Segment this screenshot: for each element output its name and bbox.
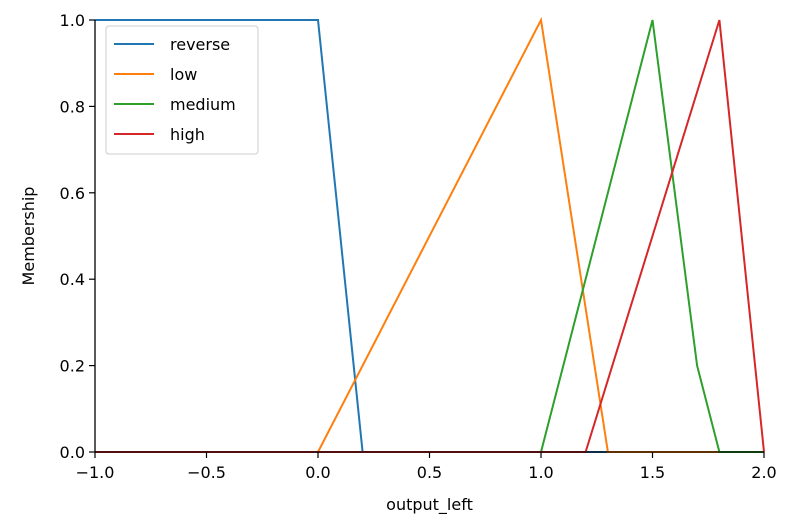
y-tick-label: 0.2	[60, 357, 85, 376]
x-tick-label: −1.0	[76, 463, 115, 482]
x-tick-label: 0.5	[417, 463, 442, 482]
y-tick-label: 0.6	[60, 184, 85, 203]
y-tick-label: 0.8	[60, 97, 85, 116]
y-axis-label: Membership	[19, 187, 38, 286]
x-tick-label: 0.0	[305, 463, 330, 482]
legend-label-high: high	[170, 125, 205, 144]
y-tick-label: 0.0	[60, 443, 85, 462]
legend-label-low: low	[170, 65, 197, 84]
legend-label-reverse: reverse	[170, 35, 230, 54]
x-tick-label: −0.5	[187, 463, 226, 482]
x-tick-label: 1.0	[528, 463, 553, 482]
x-tick-label: 1.5	[640, 463, 665, 482]
x-tick-label: 2.0	[751, 463, 776, 482]
y-tick-label: 1.0	[60, 11, 85, 30]
ticks-layer: −1.0 −0.5 0.0 0.5 1.0 1.5 2.0 0.0 0.2 0.4 0.6 0.8 1.…	[60, 11, 777, 482]
legend-frame	[105, 25, 259, 155]
legend: reverse low medium high	[105, 25, 259, 155]
x-axis-label: output_left	[386, 495, 473, 515]
y-tick-label: 0.4	[60, 270, 85, 289]
legend-label-medium: medium	[170, 95, 236, 114]
